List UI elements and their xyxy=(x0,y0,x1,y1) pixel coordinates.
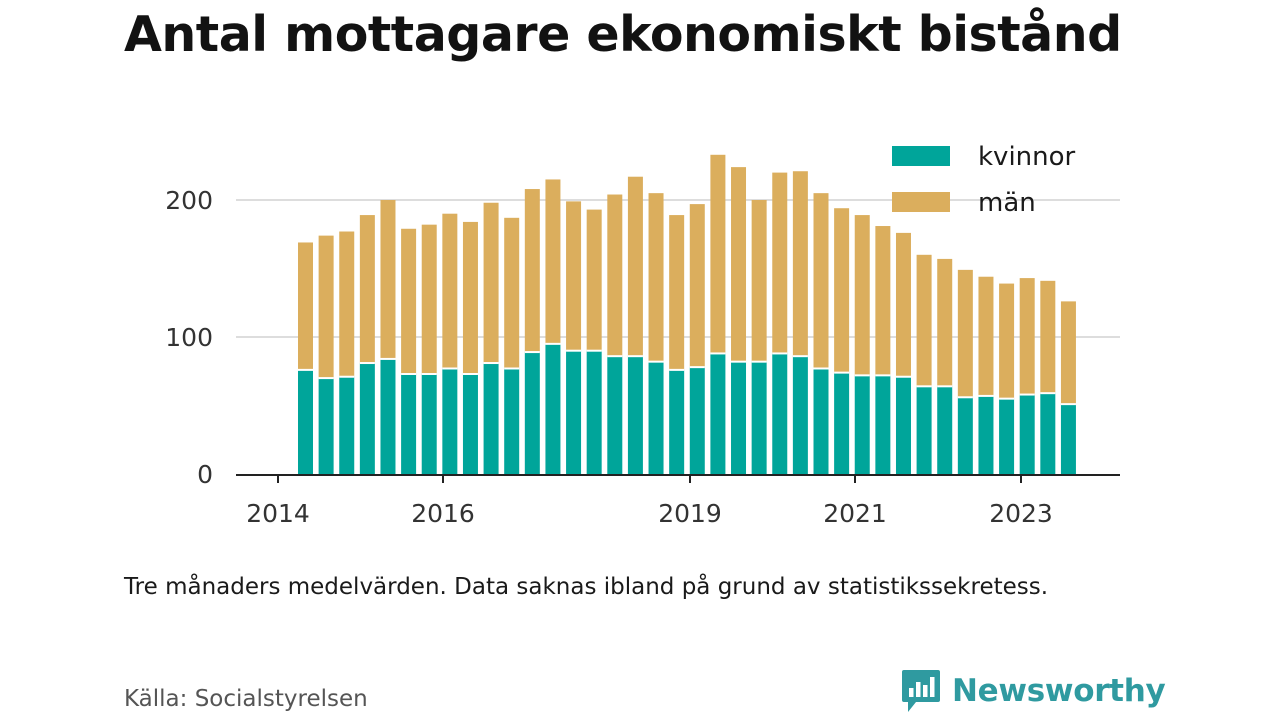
bar-kvinnor xyxy=(586,350,602,474)
bar-kvinnor xyxy=(978,395,994,474)
x-tick-label: 2016 xyxy=(411,499,475,528)
bar-man xyxy=(318,235,334,379)
bar-man xyxy=(978,276,994,396)
bar-kvinnor xyxy=(751,361,767,474)
bar-kvinnor xyxy=(875,375,891,474)
bar-kvinnor xyxy=(524,352,540,474)
bar-man xyxy=(895,232,911,377)
bar-man xyxy=(607,194,623,357)
bar-man xyxy=(875,226,891,376)
bar-man xyxy=(483,202,499,364)
bar-kvinnor xyxy=(339,376,355,474)
bar-man xyxy=(401,228,417,374)
chart-note: Tre månaders medelvärden. Data saknas ib… xyxy=(124,574,1049,600)
bar-man xyxy=(916,254,932,387)
bar-man xyxy=(731,167,747,362)
legend: kvinnor män xyxy=(892,142,1076,218)
bar-kvinnor xyxy=(1019,394,1035,474)
legend-swatch-kvinnor xyxy=(892,146,950,166)
bar-kvinnor xyxy=(545,343,561,474)
bar-kvinnor xyxy=(916,386,932,474)
bar-man xyxy=(566,201,582,351)
bar-man xyxy=(648,193,664,362)
legend-swatch-man xyxy=(892,192,950,212)
bar-kvinnor xyxy=(669,369,685,474)
bar-man xyxy=(772,172,788,354)
bar-man xyxy=(1040,280,1056,394)
bar-kvinnor xyxy=(710,353,726,474)
bar-kvinnor xyxy=(999,398,1015,474)
bar-man xyxy=(710,154,726,354)
bar-man xyxy=(813,193,829,369)
bar-man xyxy=(421,224,437,374)
bar-kvinnor xyxy=(442,368,458,474)
bar-man xyxy=(462,221,478,374)
bar-man xyxy=(442,213,458,369)
bar-man xyxy=(1019,278,1035,395)
bar-man xyxy=(339,231,355,377)
bar-man xyxy=(380,200,396,359)
source-text: Källa: Socialstyrelsen xyxy=(124,686,368,712)
x-tick-label: 2021 xyxy=(823,499,887,528)
bar-man xyxy=(751,200,767,362)
bar-man xyxy=(792,171,808,357)
bar-kvinnor xyxy=(772,353,788,474)
bar-man xyxy=(586,209,602,351)
bar-kvinnor xyxy=(462,373,478,474)
bar-kvinnor xyxy=(813,368,829,474)
bar-man xyxy=(937,258,953,387)
bar-man xyxy=(834,208,850,373)
bar-man xyxy=(999,283,1015,399)
bar-kvinnor xyxy=(318,378,334,474)
x-tick-label: 2014 xyxy=(246,499,310,528)
legend-label: kvinnor xyxy=(978,142,1076,172)
bar-kvinnor xyxy=(957,397,973,474)
bar-man xyxy=(1060,301,1076,405)
bar-kvinnor xyxy=(298,369,313,474)
bar-kvinnor xyxy=(401,373,417,474)
bar-man xyxy=(669,215,685,370)
x-tick-label: 2023 xyxy=(989,499,1053,528)
bar-man xyxy=(359,215,375,364)
bar-man xyxy=(524,189,540,353)
bar-kvinnor xyxy=(792,356,808,474)
axes: 0 100 200 2014 2016 2019 2021 2023 xyxy=(165,186,1120,528)
brand-name: Newsworthy xyxy=(952,673,1166,709)
bar-kvinnor xyxy=(483,363,499,474)
bar-kvinnor xyxy=(504,368,520,474)
bar-kvinnor xyxy=(566,350,582,474)
bar-man xyxy=(298,242,313,370)
brand-logo: Newsworthy xyxy=(900,668,1166,714)
newsworthy-logo-icon xyxy=(902,670,940,712)
bar-man xyxy=(854,215,870,376)
bar-kvinnor xyxy=(937,386,953,474)
bar-kvinnor xyxy=(627,356,643,474)
bars xyxy=(298,154,1076,474)
bar-kvinnor xyxy=(648,361,664,474)
bar-kvinnor xyxy=(1040,393,1056,474)
y-tick-label: 0 xyxy=(197,460,213,489)
y-tick-label: 100 xyxy=(165,323,213,352)
bar-kvinnor xyxy=(1060,404,1076,474)
bar-man xyxy=(545,179,561,344)
legend-label: män xyxy=(978,188,1036,218)
chart-title: Antal mottagare ekonomiskt bistånd xyxy=(124,6,1122,63)
bar-kvinnor xyxy=(854,375,870,474)
bar-kvinnor xyxy=(380,358,396,474)
bar-kvinnor xyxy=(731,361,747,474)
bar-man xyxy=(689,204,705,368)
bar-kvinnor xyxy=(689,367,705,474)
bar-man xyxy=(627,176,643,357)
bar-kvinnor xyxy=(359,363,375,474)
bar-man xyxy=(504,217,520,369)
bar-kvinnor xyxy=(895,376,911,474)
bar-kvinnor xyxy=(834,372,850,474)
x-tick-label: 2019 xyxy=(658,499,722,528)
bar-kvinnor xyxy=(607,356,623,474)
bar-kvinnor xyxy=(421,373,437,474)
bar-man xyxy=(957,269,973,398)
y-tick-label: 200 xyxy=(165,186,213,215)
